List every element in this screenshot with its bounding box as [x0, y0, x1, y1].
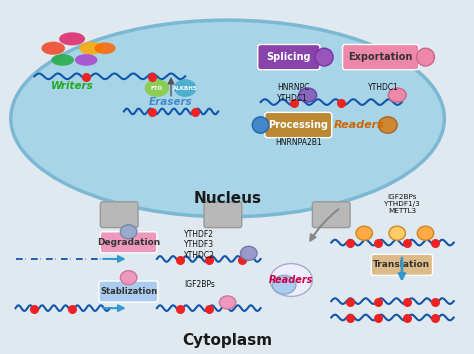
Ellipse shape — [51, 54, 74, 66]
Text: Writers: Writers — [51, 81, 93, 91]
Ellipse shape — [41, 42, 65, 55]
FancyBboxPatch shape — [265, 112, 332, 138]
Ellipse shape — [356, 226, 373, 240]
Text: Translation: Translation — [374, 260, 430, 269]
Text: FTO: FTO — [151, 86, 163, 91]
Point — [346, 299, 354, 305]
Ellipse shape — [219, 296, 236, 309]
Ellipse shape — [378, 117, 397, 133]
Point — [191, 109, 199, 115]
Ellipse shape — [94, 42, 116, 54]
Text: YTHDF2
YTHDF3
YTHDC2: YTHDF2 YTHDF3 YTHDC2 — [184, 230, 215, 260]
Text: Readers: Readers — [269, 275, 313, 285]
Point — [374, 241, 382, 246]
Ellipse shape — [145, 79, 169, 97]
Point — [346, 241, 354, 246]
Text: Exportation: Exportation — [348, 52, 413, 62]
Ellipse shape — [417, 226, 434, 240]
Text: Processing: Processing — [268, 120, 328, 130]
Ellipse shape — [417, 48, 435, 66]
Ellipse shape — [240, 246, 257, 260]
Ellipse shape — [273, 275, 296, 294]
Point — [82, 74, 90, 80]
Text: IGF2BPs: IGF2BPs — [184, 280, 215, 289]
Point — [431, 241, 439, 246]
Point — [68, 306, 76, 312]
FancyBboxPatch shape — [258, 45, 320, 70]
FancyBboxPatch shape — [100, 232, 157, 253]
Text: HNRNPC
YTHDC1: HNRNPC YTHDC1 — [277, 83, 310, 103]
Text: Stablization: Stablization — [100, 287, 157, 296]
Text: Readers: Readers — [334, 120, 385, 130]
Text: HNRNPA2B1: HNRNPA2B1 — [275, 138, 321, 147]
Point — [431, 316, 439, 321]
FancyBboxPatch shape — [100, 202, 138, 228]
Point — [431, 299, 439, 305]
Point — [374, 316, 382, 321]
FancyBboxPatch shape — [204, 202, 242, 228]
Point — [177, 257, 184, 263]
Point — [346, 316, 354, 321]
FancyBboxPatch shape — [312, 202, 350, 228]
FancyBboxPatch shape — [371, 254, 433, 275]
Ellipse shape — [79, 42, 103, 55]
Point — [403, 316, 410, 321]
Point — [205, 306, 212, 312]
Ellipse shape — [299, 88, 317, 102]
Ellipse shape — [252, 117, 269, 133]
Ellipse shape — [270, 264, 312, 296]
Point — [290, 100, 297, 106]
FancyBboxPatch shape — [99, 281, 158, 302]
Ellipse shape — [120, 225, 137, 239]
Text: Degradation: Degradation — [97, 238, 160, 247]
Point — [337, 100, 345, 106]
Text: Cytoplasm: Cytoplasm — [182, 333, 273, 348]
Ellipse shape — [59, 32, 85, 45]
Ellipse shape — [120, 271, 137, 285]
Ellipse shape — [389, 226, 405, 240]
Ellipse shape — [388, 88, 406, 102]
Point — [148, 109, 156, 115]
Point — [374, 299, 382, 305]
Point — [205, 257, 212, 263]
Point — [31, 306, 38, 312]
Point — [403, 299, 410, 305]
Point — [238, 257, 246, 263]
FancyBboxPatch shape — [343, 45, 419, 70]
Ellipse shape — [75, 54, 98, 66]
Text: IGF2BPs
YTHDF1/3
METTL3: IGF2BPs YTHDF1/3 METTL3 — [384, 194, 420, 215]
Text: ALKBH5: ALKBH5 — [173, 86, 198, 91]
Point — [148, 74, 156, 80]
Ellipse shape — [174, 79, 197, 97]
Point — [403, 241, 410, 246]
Text: Erasers: Erasers — [149, 97, 193, 107]
Ellipse shape — [11, 20, 444, 217]
Text: YTHDC1: YTHDC1 — [368, 83, 399, 92]
Text: Splicing: Splicing — [266, 52, 311, 62]
Ellipse shape — [315, 48, 333, 66]
Point — [177, 306, 184, 312]
Text: Nucleus: Nucleus — [193, 190, 262, 206]
